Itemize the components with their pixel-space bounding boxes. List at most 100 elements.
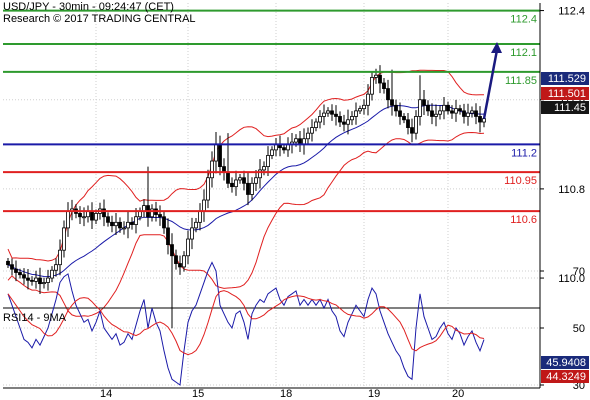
candle: [338, 111, 342, 128]
rsi-title: RSI14 - 9MA: [3, 312, 67, 324]
price-tag-label: 111.529: [548, 73, 586, 85]
candle-body: [198, 210, 202, 223]
y-tick-label: 112.4: [558, 6, 585, 18]
x-axis-ticks: 14 15 18 19 20: [100, 388, 464, 400]
price-tag-label: 111.45: [554, 102, 586, 114]
candle: [238, 174, 242, 184]
candle-body: [90, 210, 94, 221]
candle: [370, 71, 374, 101]
candle-body: [10, 264, 14, 270]
candle: [414, 110, 418, 140]
candle-body: [446, 104, 450, 112]
candle-body: [170, 244, 174, 257]
candle-body: [266, 155, 270, 168]
candle-body: [258, 169, 262, 179]
candle: [206, 169, 210, 209]
bollinger-lower: [7, 131, 485, 317]
candle: [282, 143, 286, 154]
rsi-tick-label: 70: [573, 266, 585, 278]
candle: [314, 118, 318, 132]
candle-body: [14, 268, 18, 273]
candle: [406, 113, 410, 135]
candle-body: [318, 116, 322, 123]
candle-body: [470, 110, 474, 114]
rsi-tag-label: 45.9408: [546, 357, 586, 369]
candle: [450, 105, 454, 119]
level-label: 110.95: [504, 175, 537, 187]
candle: [62, 220, 66, 258]
candle-body: [334, 113, 338, 117]
candle: [230, 177, 234, 193]
candle-body: [390, 99, 394, 106]
candle: [122, 221, 126, 235]
rsi-tag-bg: [541, 370, 589, 383]
candle: [382, 78, 386, 94]
candle: [202, 189, 206, 222]
candle-body: [162, 216, 166, 229]
candle-body: [482, 118, 486, 123]
candle-body: [214, 143, 218, 162]
candle-body: [466, 112, 470, 117]
candle-body: [38, 277, 42, 285]
candle: [42, 277, 46, 289]
candle-body: [402, 116, 406, 121]
candle-body: [150, 208, 154, 218]
candle: [134, 207, 138, 234]
candle: [350, 111, 354, 126]
candle: [50, 266, 54, 283]
candle: [214, 131, 218, 174]
candle: [142, 199, 146, 218]
candle-body: [210, 160, 214, 179]
candle-body: [330, 110, 334, 115]
candle: [466, 103, 470, 126]
candle: [266, 146, 270, 176]
candle-body: [114, 221, 118, 227]
x-tick-label: 15: [192, 388, 204, 400]
candle-body: [158, 214, 162, 218]
candle-body: [82, 216, 86, 219]
candle-body: [202, 199, 206, 212]
level-label: 112.1: [510, 47, 537, 59]
candle-body: [62, 227, 66, 251]
candle: [250, 177, 254, 201]
rsi-ma-line: [7, 290, 485, 356]
moving-average: [7, 104, 484, 278]
candle: [54, 258, 58, 277]
candle-body: [410, 127, 414, 134]
candle-body: [282, 147, 286, 151]
candle-body: [130, 221, 134, 225]
candle: [14, 260, 18, 282]
candle: [462, 103, 466, 124]
candle-body: [478, 116, 482, 123]
grid-lines: [3, 3, 540, 388]
candle: [10, 258, 14, 276]
candle: [30, 276, 34, 286]
candle-body: [458, 108, 462, 112]
candle: [254, 170, 258, 192]
candle: [458, 104, 462, 115]
candle-body: [94, 213, 98, 221]
candle: [422, 90, 426, 116]
candle: [114, 213, 118, 235]
candle-body: [122, 227, 126, 230]
x-tick-label: 19: [368, 388, 380, 400]
rsi-value-tag: 45.9408: [541, 356, 589, 369]
forecast-arrow-shaft: [482, 49, 499, 119]
y-tick-label: 110.0: [558, 273, 585, 285]
candle: [442, 96, 446, 120]
price-tag: 111.45: [541, 101, 589, 114]
candle-body: [434, 113, 438, 117]
forecast-arrow-head: [491, 42, 502, 54]
candle: [354, 102, 358, 125]
candle: [226, 133, 230, 189]
candle: [26, 268, 30, 290]
candle: [6, 258, 10, 268]
candle-body: [474, 110, 478, 117]
rsi-line: [7, 261, 485, 386]
rsi-tag-label: 44.3249: [546, 371, 586, 383]
candle-body: [338, 116, 342, 123]
level-label: 110.6: [510, 214, 537, 226]
candle: [86, 205, 90, 223]
candle-body: [230, 182, 234, 188]
